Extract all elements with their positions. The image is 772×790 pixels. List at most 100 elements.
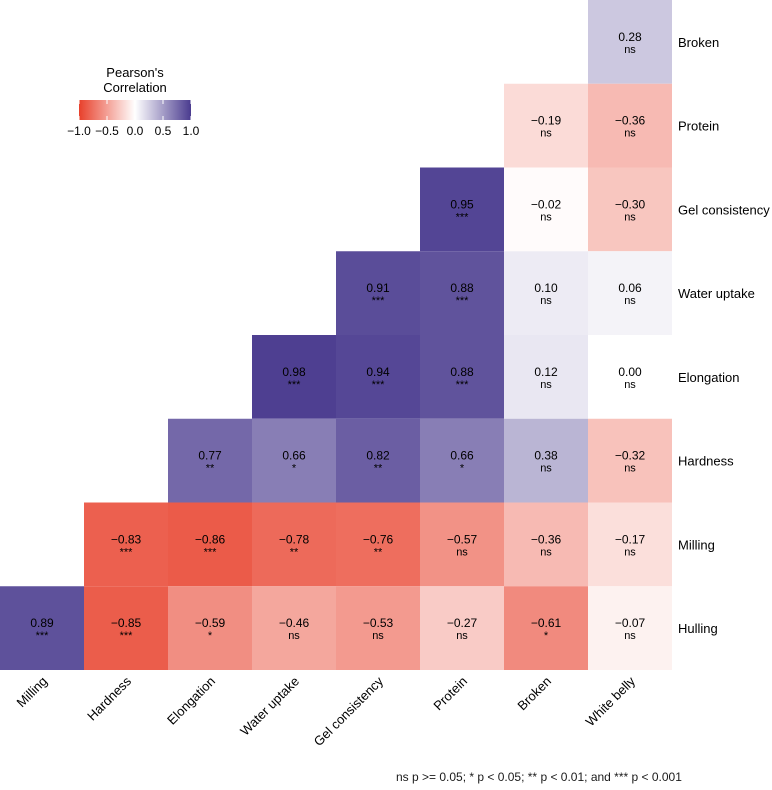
cell-fill (588, 418, 672, 503)
cell-water-uptake-protein: 0.88*** (420, 251, 504, 335)
row-label-hulling: Hulling (678, 621, 718, 636)
cell-significance-label: * (208, 630, 213, 642)
column-label-gel-consistency: Gel consistency (311, 673, 387, 749)
cell-fill (336, 418, 420, 503)
cell-value-label: 0.12 (534, 365, 558, 379)
cell-significance-label: ns (624, 546, 636, 558)
cell-significance-label: ns (624, 295, 636, 307)
cell-fill (420, 335, 504, 419)
cell-significance-label: *** (372, 379, 386, 391)
cell-value-label: −0.19 (531, 114, 562, 128)
cell-fill (420, 502, 504, 587)
cell-value-label: 0.66 (450, 449, 474, 463)
cell-significance-label: *** (204, 546, 218, 558)
cell-elongation-protein: 0.88*** (420, 335, 504, 419)
cell-fill (588, 586, 672, 670)
cell-significance-label: *** (36, 630, 50, 642)
cell-fill (420, 418, 504, 503)
cell-fill (252, 502, 336, 587)
cell-significance-label: ns (624, 463, 636, 475)
cell-water-uptake-gel-consistency: 0.91*** (336, 251, 420, 335)
cell-hulling-elongation: −0.59* (168, 586, 252, 670)
cell-significance-label: ns (288, 630, 300, 642)
cell-significance-label: ns (624, 211, 636, 223)
cell-value-label: 0.38 (534, 449, 558, 463)
cell-fill (504, 167, 588, 252)
cell-value-label: 0.06 (618, 281, 642, 295)
cell-fill (504, 251, 588, 335)
cell-significance-label: *** (120, 630, 134, 642)
cell-significance-label: *** (456, 379, 470, 391)
cell-value-label: −0.46 (279, 616, 310, 630)
cell-value-label: 0.88 (450, 365, 474, 379)
row-label-elongation: Elongation (678, 370, 739, 385)
cell-fill (252, 335, 336, 419)
cell-fill (168, 502, 252, 587)
cell-hardness-water-uptake: 0.66* (252, 418, 336, 503)
cell-fill (0, 586, 84, 670)
cell-fill (336, 502, 420, 587)
legend-tick-label: 0.0 (127, 124, 144, 138)
legend-tick-label: 1.0 (183, 124, 200, 138)
cell-value-label: 0.66 (282, 449, 306, 463)
cell-milling-gel-consistency: −0.76** (336, 502, 420, 587)
cell-fill (420, 586, 504, 670)
cell-fill (504, 418, 588, 503)
significance-caption: ns p >= 0.05; * p < 0.05; ** p < 0.01; a… (396, 770, 682, 784)
cell-significance-label: ns (540, 463, 552, 475)
cell-value-label: 0.28 (618, 30, 642, 44)
cell-significance-label: ns (372, 630, 384, 642)
cell-fill (588, 502, 672, 587)
cell-value-label: −0.61 (531, 616, 562, 630)
row-label-gel-consistency: Gel consistency (678, 202, 770, 217)
cell-value-label: 0.88 (450, 281, 474, 295)
cell-fill (336, 251, 420, 335)
cell-value-label: 0.94 (366, 365, 390, 379)
column-label-hardness: Hardness (84, 673, 134, 723)
cell-milling-water-uptake: −0.78** (252, 502, 336, 587)
cell-significance-label: *** (120, 546, 134, 558)
cell-value-label: −0.85 (111, 616, 142, 630)
cell-fill (84, 502, 168, 587)
cell-fill (588, 251, 672, 335)
cell-significance-label: * (292, 463, 297, 475)
cell-value-label: 0.82 (366, 449, 390, 463)
cell-fill (336, 335, 420, 419)
column-labels: Milling Hardness Elongation Water uptake Gel… (13, 673, 638, 749)
cell-fill (504, 335, 588, 419)
cell-significance-label: ns (456, 630, 468, 642)
cell-value-label: −0.30 (615, 197, 646, 211)
cell-value-label: 0.91 (366, 281, 390, 295)
cell-fill (588, 335, 672, 419)
legend-tick-label: 0.5 (155, 124, 172, 138)
row-label-water-uptake: Water uptake (678, 286, 755, 301)
cell-value-label: −0.76 (363, 532, 394, 546)
cell-hardness-elongation: 0.77** (168, 418, 252, 503)
cell-milling-hardness: −0.83*** (84, 502, 168, 587)
row-labels: Broken Protein Gel consistency Water uptake… (678, 35, 770, 636)
cell-significance-label: *** (456, 295, 470, 307)
cell-value-label: 0.98 (282, 365, 306, 379)
cell-value-label: −0.57 (447, 532, 478, 546)
cell-fill (588, 83, 672, 168)
cell-value-label: −0.02 (531, 197, 562, 211)
cell-fill (504, 83, 588, 168)
cell-value-label: −0.86 (195, 532, 226, 546)
cell-value-label: 0.10 (534, 281, 558, 295)
cell-significance-label: * (460, 463, 465, 475)
cell-value-label: 0.00 (618, 365, 642, 379)
cell-fill (168, 586, 252, 670)
cell-significance-label: *** (456, 211, 470, 223)
